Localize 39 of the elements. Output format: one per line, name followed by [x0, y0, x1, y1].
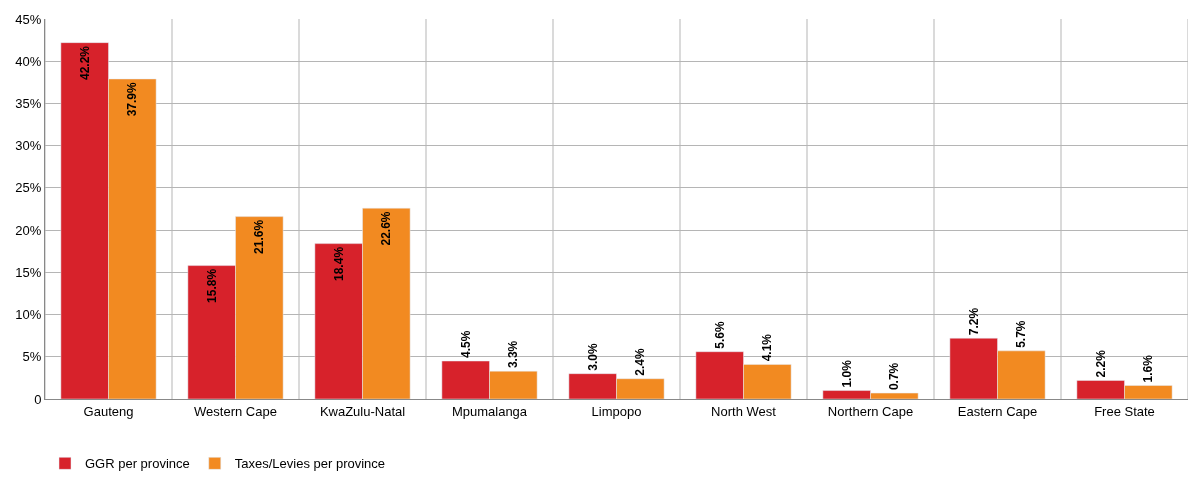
- x-tick-label: Free State: [1094, 403, 1155, 419]
- data-label: 2.4%: [633, 348, 648, 376]
- data-label: 5.6%: [712, 321, 727, 349]
- y-tick-label: 30%: [15, 138, 42, 154]
- data-label: 15.8%: [204, 268, 219, 303]
- data-label: 21.6%: [252, 219, 267, 254]
- data-label: 1.0%: [839, 359, 854, 388]
- y-tick-label: 25%: [15, 180, 42, 196]
- data-label: 3.3%: [506, 340, 521, 369]
- x-tick-label: Gauteng: [83, 403, 134, 419]
- x-tick-label: Eastern Cape: [957, 403, 1038, 419]
- x-tick-label: Western Cape: [194, 403, 277, 419]
- data-label: 2.2%: [1093, 349, 1108, 378]
- x-tick-label: Mpumalanga: [451, 403, 528, 419]
- y-tick-label: 15%: [15, 264, 42, 280]
- data-label: 1.6%: [1141, 354, 1156, 383]
- data-label: 4.5%: [458, 330, 473, 358]
- data-label: 37.9%: [125, 81, 140, 117]
- data-label: 5.7%: [1014, 320, 1029, 348]
- y-tick-label: 0: [34, 391, 42, 407]
- y-tick-label: 5%: [22, 349, 42, 365]
- y-tick-label: 10%: [15, 307, 42, 323]
- x-tick-label: Northern Cape: [827, 403, 914, 419]
- legend-label: Taxes/Levies per province: [234, 456, 386, 472]
- y-tick-label: 40%: [15, 53, 42, 69]
- data-label: 3.0%: [585, 342, 600, 371]
- x-tick-label: Limpopo: [591, 403, 642, 419]
- data-label: 4.1%: [760, 333, 775, 362]
- y-tick-label: 20%: [15, 222, 42, 238]
- data-label: 42.2%: [77, 45, 92, 80]
- legend-label: GGR per province: [85, 456, 190, 472]
- data-label: 18.4%: [331, 246, 346, 281]
- y-tick-label: 35%: [15, 95, 42, 111]
- data-label: 22.6%: [379, 211, 394, 246]
- data-label: 0.7%: [887, 362, 902, 391]
- x-tick-label: North West: [711, 403, 777, 419]
- x-tick-label: KwaZulu-Natal: [319, 403, 406, 419]
- y-tick-label: 45%: [15, 11, 42, 27]
- data-label: 7.2%: [966, 307, 981, 336]
